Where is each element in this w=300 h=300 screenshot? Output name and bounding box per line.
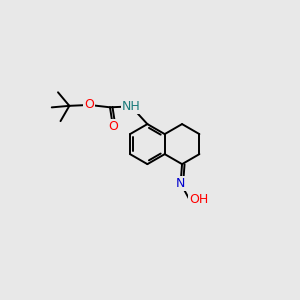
Text: NH: NH (122, 100, 141, 113)
Text: O: O (84, 98, 94, 111)
Text: O: O (108, 120, 118, 133)
Text: N: N (176, 177, 185, 190)
Text: OH: OH (189, 193, 209, 206)
